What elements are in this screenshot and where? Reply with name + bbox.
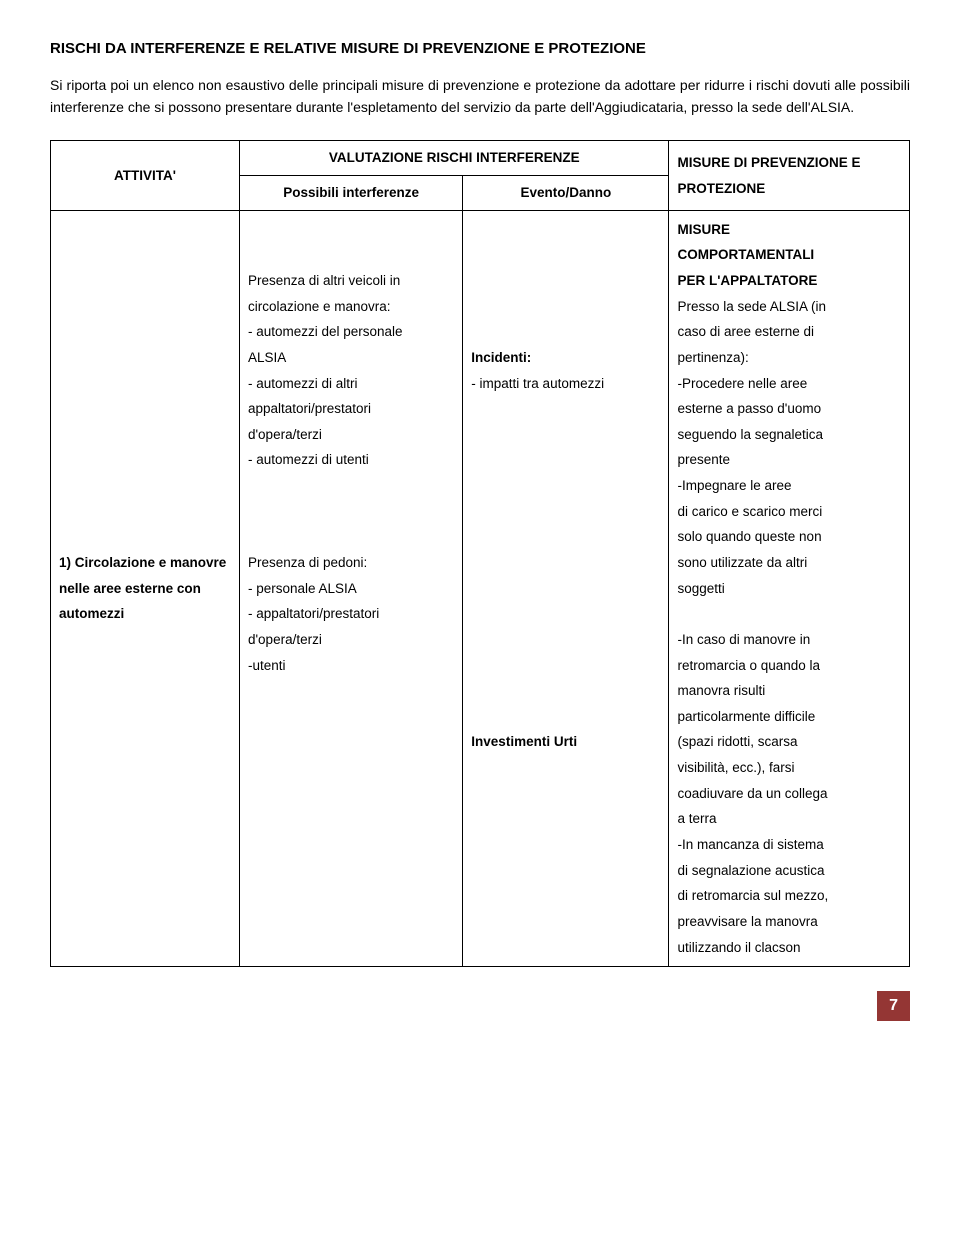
misure-subheader-line: PER L'APPALTATORE <box>677 268 901 294</box>
cell-possibili: Presenza di altri veicoli incircolazione… <box>239 210 462 967</box>
table-cell-line <box>471 499 660 525</box>
table-cell-line: particolarmente difficile <box>677 704 901 730</box>
table-cell-line <box>471 678 660 704</box>
table-cell-line <box>248 473 454 499</box>
table-cell-line: caso di aree esterne di <box>677 319 901 345</box>
table-cell-line <box>471 447 660 473</box>
page-number-badge: 7 <box>877 991 910 1021</box>
misure-subheader-line: COMPORTAMENTALI <box>677 242 901 268</box>
header-valutazione: VALUTAZIONE RISCHI INTERFERENZE <box>239 141 668 176</box>
table-cell-line: - automezzi di utenti <box>248 447 454 473</box>
header-evento: Evento/Danno <box>463 176 669 211</box>
table-cell-line: -Procedere nelle aree <box>677 371 901 397</box>
table-cell-line: circolazione e manovra: <box>248 294 454 320</box>
table-cell-line <box>471 422 660 448</box>
table-cell-line: - impatti tra automezzi <box>471 371 660 397</box>
table-cell-line: appaltatori/prestatori <box>248 396 454 422</box>
table-cell-line: d'opera/terzi <box>248 627 454 653</box>
header-misure: MISURE DI PREVENZIONE E PROTEZIONE <box>669 141 910 210</box>
table-body-row: 1) Circolazione e manovre nelle aree est… <box>51 210 910 967</box>
table-cell-line: (spazi ridotti, scarsa <box>677 729 901 755</box>
table-cell-line: soggetti <box>677 576 901 602</box>
table-cell-line <box>248 524 454 550</box>
table-cell-line: Incidenti: <box>471 345 660 371</box>
intro-paragraph: Si riporta poi un elenco non esaustivo d… <box>50 75 910 118</box>
table-cell-line <box>248 217 454 243</box>
table-cell-line: pertinenza): <box>677 345 901 371</box>
table-header-row-1: ATTIVITA' VALUTAZIONE RISCHI INTERFERENZ… <box>51 141 910 176</box>
table-cell-line <box>248 499 454 525</box>
table-cell-line: a terra <box>677 806 901 832</box>
table-cell-line: coadiuvare da un collega <box>677 781 901 807</box>
table-cell-line <box>471 704 660 730</box>
table-cell-line <box>471 217 660 243</box>
table-cell-line: utilizzando il clacson <box>677 935 901 961</box>
table-cell-line: sono utilizzate da altri <box>677 550 901 576</box>
table-cell-line: Presenza di altri veicoli in <box>248 268 454 294</box>
table-cell-line: d'opera/terzi <box>248 422 454 448</box>
table-cell-line: manovra risulti <box>677 678 901 704</box>
section-title: RISCHI DA INTERFERENZE E RELATIVE MISURE… <box>50 40 910 57</box>
table-cell-line <box>471 242 660 268</box>
cell-attivita: 1) Circolazione e manovre nelle aree est… <box>51 210 240 967</box>
table-cell-line: -In caso di manovre in <box>677 627 901 653</box>
page-footer: 7 <box>50 991 910 1021</box>
table-cell-line: presente <box>677 447 901 473</box>
table-cell-line <box>677 601 901 627</box>
table-cell-line: solo quando queste non <box>677 524 901 550</box>
table-cell-line <box>471 319 660 345</box>
table-cell-line: di retromarcia sul mezzo, <box>677 883 901 909</box>
table-cell-line <box>471 396 660 422</box>
table-cell-line: esterne a passo d'uomo <box>677 396 901 422</box>
table-cell-line: visibilità, ecc.), farsi <box>677 755 901 781</box>
table-cell-line <box>471 268 660 294</box>
table-cell-line <box>471 653 660 679</box>
table-cell-line <box>471 550 660 576</box>
table-cell-line: - personale ALSIA <box>248 576 454 602</box>
table-cell-line: seguendo la segnaletica <box>677 422 901 448</box>
table-cell-line: - appaltatori/prestatori <box>248 601 454 627</box>
table-cell-line: Investimenti Urti <box>471 729 660 755</box>
header-possibili: Possibili interferenze <box>239 176 462 211</box>
table-cell-line: di carico e scarico merci <box>677 499 901 525</box>
risks-table: ATTIVITA' VALUTAZIONE RISCHI INTERFERENZ… <box>50 140 910 967</box>
table-cell-line: di segnalazione acustica <box>677 858 901 884</box>
table-cell-line: -In mancanza di sistema <box>677 832 901 858</box>
table-cell-line <box>471 576 660 602</box>
table-cell-line: Presenza di pedoni: <box>248 550 454 576</box>
table-cell-line: preavvisare la manovra <box>677 909 901 935</box>
table-cell-line <box>248 242 454 268</box>
table-cell-line: -Impegnare le aree <box>677 473 901 499</box>
table-cell-line: - automezzi di altri <box>248 371 454 397</box>
table-cell-line: Presso la sede ALSIA (in <box>677 294 901 320</box>
cell-misure: MISURECOMPORTAMENTALIPER L'APPALTATOREPr… <box>669 210 910 967</box>
table-cell-line <box>471 473 660 499</box>
table-cell-line <box>471 627 660 653</box>
table-cell-line: - automezzi del personale <box>248 319 454 345</box>
table-cell-line <box>471 601 660 627</box>
header-attivita: ATTIVITA' <box>51 141 240 210</box>
cell-evento: Incidenti:- impatti tra automezzi Invest… <box>463 210 669 967</box>
table-cell-line <box>471 294 660 320</box>
table-cell-line: ALSIA <box>248 345 454 371</box>
table-cell-line: retromarcia o quando la <box>677 653 901 679</box>
table-cell-line: -utenti <box>248 653 454 679</box>
table-cell-line <box>471 524 660 550</box>
misure-subheader-line: MISURE <box>677 217 901 243</box>
